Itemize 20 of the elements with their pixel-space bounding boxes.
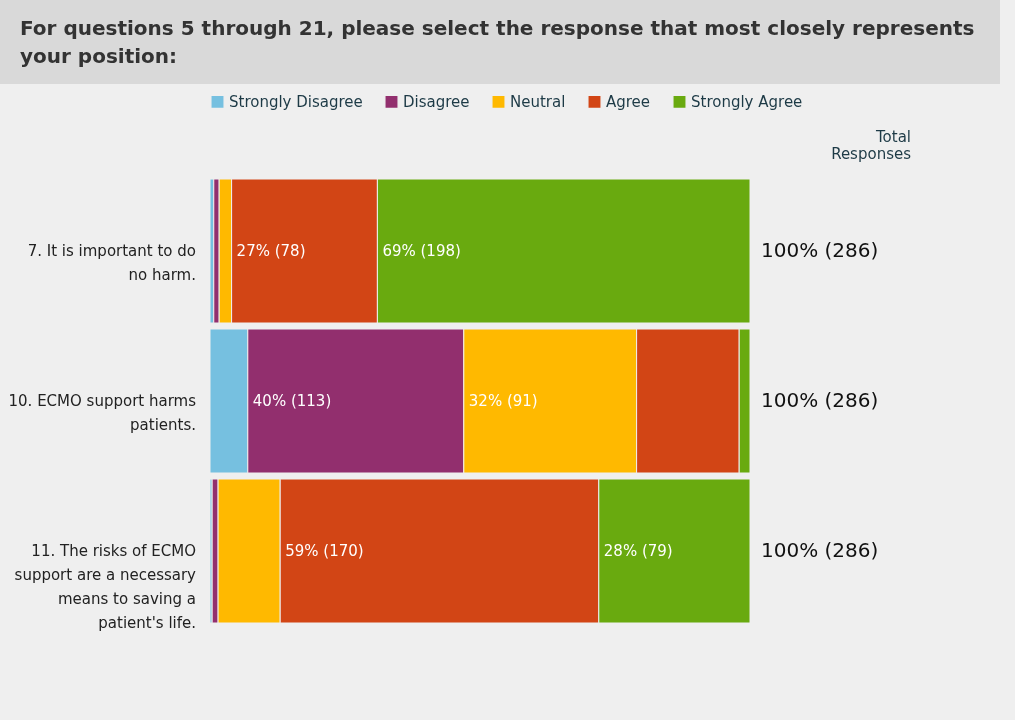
legend-label: Agree (606, 92, 651, 111)
data-label: 28% (79) (603, 542, 673, 560)
y-tick-label: 7. It is important to do no harm. (27, 242, 196, 284)
bar (209, 478, 213, 624)
total-label: 100% (286) (761, 538, 879, 562)
legend-label: Disagree (403, 92, 470, 111)
data-label: 69% (198) (382, 242, 461, 260)
data-label: 40% (113) (252, 392, 332, 410)
data-label: 59% (170) (285, 542, 364, 560)
data-label: 27% (78) (236, 242, 306, 260)
legend-label: Neutral (510, 92, 566, 111)
data-label: 32% (91) (468, 392, 538, 410)
y-tick-label: 11. The risks of ECMO support are a necessary means to saving a patient's life. (14, 542, 197, 632)
total-label: 100% (286) (761, 238, 879, 262)
y-tick-label: 10. ECMO support harms patients. (8, 392, 197, 434)
total-label: 100% (286) (761, 388, 879, 412)
legend-label: Strongly Agree (691, 92, 803, 111)
legend-label: Strongly Disagree (229, 92, 363, 111)
chart-title: For questions 5 through 21, please select the response that most closely represents your position: (0, 0, 1000, 84)
text: Total Responses (831, 128, 912, 163)
